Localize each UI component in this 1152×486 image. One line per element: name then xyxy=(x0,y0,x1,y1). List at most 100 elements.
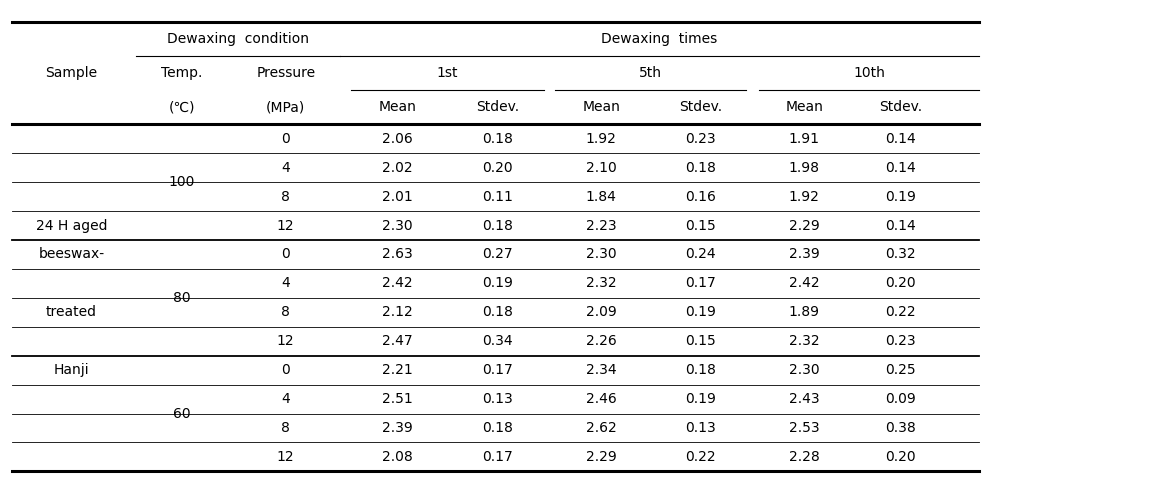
Text: Dewaxing  times: Dewaxing times xyxy=(601,32,718,46)
Text: 2.01: 2.01 xyxy=(382,190,412,204)
Text: 12: 12 xyxy=(276,334,295,348)
Text: (℃): (℃) xyxy=(168,100,196,114)
Text: Pressure: Pressure xyxy=(256,66,316,80)
Text: Stdev.: Stdev. xyxy=(476,100,520,114)
Text: Stdev.: Stdev. xyxy=(679,100,722,114)
Text: 2.46: 2.46 xyxy=(586,392,616,406)
Text: 2.42: 2.42 xyxy=(382,277,412,291)
Text: 8: 8 xyxy=(281,305,290,319)
Text: 0.23: 0.23 xyxy=(685,132,715,146)
Text: 0.14: 0.14 xyxy=(886,132,916,146)
Text: 0.32: 0.32 xyxy=(886,247,916,261)
Text: 0.15: 0.15 xyxy=(685,219,715,232)
Text: 0.18: 0.18 xyxy=(483,219,513,232)
Text: 2.23: 2.23 xyxy=(586,219,616,232)
Text: Mean: Mean xyxy=(379,100,416,114)
Text: 1.92: 1.92 xyxy=(586,132,616,146)
Text: 4: 4 xyxy=(281,277,290,291)
Text: 0.19: 0.19 xyxy=(685,305,715,319)
Text: 100: 100 xyxy=(169,175,195,189)
Text: 0.18: 0.18 xyxy=(685,161,715,174)
Text: 0.11: 0.11 xyxy=(483,190,513,204)
Text: 0.18: 0.18 xyxy=(483,421,513,435)
Text: 0.24: 0.24 xyxy=(685,247,715,261)
Text: treated: treated xyxy=(46,305,97,319)
Text: 0.19: 0.19 xyxy=(483,277,513,291)
Text: 4: 4 xyxy=(281,392,290,406)
Text: Mean: Mean xyxy=(583,100,620,114)
Text: 10th: 10th xyxy=(854,66,885,80)
Text: 0.18: 0.18 xyxy=(685,363,715,377)
Text: 0.20: 0.20 xyxy=(483,161,513,174)
Text: 0.27: 0.27 xyxy=(483,247,513,261)
Text: 12: 12 xyxy=(276,450,295,464)
Text: 2.28: 2.28 xyxy=(789,450,819,464)
Text: 24 H aged: 24 H aged xyxy=(36,219,107,232)
Text: 0.20: 0.20 xyxy=(886,277,916,291)
Text: 2.63: 2.63 xyxy=(382,247,412,261)
Text: 0.19: 0.19 xyxy=(886,190,916,204)
Text: 1.91: 1.91 xyxy=(789,132,819,146)
Text: 2.08: 2.08 xyxy=(382,450,412,464)
Text: 1st: 1st xyxy=(437,66,458,80)
Text: Dewaxing  condition: Dewaxing condition xyxy=(167,32,309,46)
Text: 5th: 5th xyxy=(639,66,662,80)
Text: 2.34: 2.34 xyxy=(586,363,616,377)
Text: 0.17: 0.17 xyxy=(483,363,513,377)
Text: 0: 0 xyxy=(281,363,290,377)
Text: 2.32: 2.32 xyxy=(789,334,819,348)
Text: 2.39: 2.39 xyxy=(789,247,819,261)
Text: 2.43: 2.43 xyxy=(789,392,819,406)
Text: 8: 8 xyxy=(281,190,290,204)
Text: 0.15: 0.15 xyxy=(685,334,715,348)
Text: 0.09: 0.09 xyxy=(886,392,916,406)
Text: 2.30: 2.30 xyxy=(586,247,616,261)
Text: 2.42: 2.42 xyxy=(789,277,819,291)
Text: 8: 8 xyxy=(281,421,290,435)
Text: 2.12: 2.12 xyxy=(382,305,412,319)
Text: 0: 0 xyxy=(281,132,290,146)
Text: 0: 0 xyxy=(281,247,290,261)
Text: 0.18: 0.18 xyxy=(483,132,513,146)
Text: 0.23: 0.23 xyxy=(886,334,916,348)
Text: 2.06: 2.06 xyxy=(382,132,412,146)
Text: 2.09: 2.09 xyxy=(586,305,616,319)
Text: 12: 12 xyxy=(276,219,295,232)
Text: (MPa): (MPa) xyxy=(266,100,305,114)
Text: 60: 60 xyxy=(173,407,191,420)
Text: 0.17: 0.17 xyxy=(483,450,513,464)
Text: 1.84: 1.84 xyxy=(586,190,616,204)
Text: 2.02: 2.02 xyxy=(382,161,412,174)
Text: 2.32: 2.32 xyxy=(586,277,616,291)
Text: 0.16: 0.16 xyxy=(685,190,715,204)
Text: 2.39: 2.39 xyxy=(382,421,412,435)
Text: 80: 80 xyxy=(173,291,191,305)
Text: 2.30: 2.30 xyxy=(789,363,819,377)
Text: 2.10: 2.10 xyxy=(586,161,616,174)
Text: 0.17: 0.17 xyxy=(685,277,715,291)
Text: 0.18: 0.18 xyxy=(483,305,513,319)
Text: 2.51: 2.51 xyxy=(382,392,412,406)
Text: 0.19: 0.19 xyxy=(685,392,715,406)
Text: Hanji: Hanji xyxy=(54,363,89,377)
Text: 2.29: 2.29 xyxy=(789,219,819,232)
Text: Mean: Mean xyxy=(786,100,823,114)
Text: 2.62: 2.62 xyxy=(586,421,616,435)
Text: 1.92: 1.92 xyxy=(789,190,819,204)
Text: 0.38: 0.38 xyxy=(886,421,916,435)
Text: 1.98: 1.98 xyxy=(789,161,819,174)
Text: 0.14: 0.14 xyxy=(886,219,916,232)
Text: 2.53: 2.53 xyxy=(789,421,819,435)
Text: 2.21: 2.21 xyxy=(382,363,412,377)
Text: 0.22: 0.22 xyxy=(886,305,916,319)
Text: 0.34: 0.34 xyxy=(483,334,513,348)
Text: Sample: Sample xyxy=(45,66,98,80)
Text: 2.26: 2.26 xyxy=(586,334,616,348)
Text: beeswax-: beeswax- xyxy=(38,247,105,261)
Text: 1.89: 1.89 xyxy=(789,305,819,319)
Text: Temp.: Temp. xyxy=(161,66,203,80)
Text: 2.29: 2.29 xyxy=(586,450,616,464)
Text: Stdev.: Stdev. xyxy=(879,100,923,114)
Text: 0.14: 0.14 xyxy=(886,161,916,174)
Text: 0.25: 0.25 xyxy=(886,363,916,377)
